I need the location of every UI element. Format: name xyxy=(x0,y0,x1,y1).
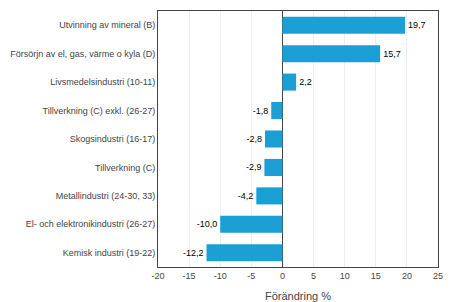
svg-text:-10: -10 xyxy=(214,271,227,281)
svg-text:-15: -15 xyxy=(183,271,196,281)
svg-text:-1,8: -1,8 xyxy=(253,106,269,116)
svg-text:2,2: 2,2 xyxy=(299,77,312,87)
svg-text:-4,2: -4,2 xyxy=(238,191,254,201)
svg-text:-10,0: -10,0 xyxy=(197,219,218,229)
svg-text:19,7: 19,7 xyxy=(408,20,426,30)
svg-text:Livsmedelsindustri (10-11): Livsmedelsindustri (10-11) xyxy=(50,77,155,87)
svg-text:Försörjn av el, gas, värme o k: Försörjn av el, gas, värme o kyla (D) xyxy=(10,49,155,59)
svg-text:-5: -5 xyxy=(247,271,255,281)
svg-text:Kemisk industri (19-22): Kemisk industri (19-22) xyxy=(63,248,156,258)
svg-text:Metallindustri (24-30, 33): Metallindustri (24-30, 33) xyxy=(56,191,156,201)
svg-text:Utvinning av mineral (B): Utvinning av mineral (B) xyxy=(59,20,155,30)
svg-text:25: 25 xyxy=(433,271,443,281)
svg-text:-12,2: -12,2 xyxy=(183,248,204,258)
svg-text:15,7: 15,7 xyxy=(383,49,401,59)
svg-text:20: 20 xyxy=(402,271,412,281)
svg-text:-2,9: -2,9 xyxy=(246,162,262,172)
svg-text:Tillverkning (C): Tillverkning (C) xyxy=(95,163,155,173)
svg-text:Skogsindustri (16-17): Skogsindustri (16-17) xyxy=(70,134,156,144)
svg-text:El- och elektronikindustri (26: El- och elektronikindustri (26-27) xyxy=(26,219,156,229)
svg-text:5: 5 xyxy=(311,271,316,281)
svg-text:15: 15 xyxy=(371,271,381,281)
svg-text:-20: -20 xyxy=(151,271,164,281)
svg-text:0: 0 xyxy=(280,271,285,281)
svg-text:10: 10 xyxy=(340,271,350,281)
svg-text:Tillverkning (C) exkl. (26-27): Tillverkning (C) exkl. (26-27) xyxy=(42,106,155,116)
svg-text:-2,8: -2,8 xyxy=(247,134,263,144)
svg-text:Förändring %: Förändring % xyxy=(265,290,331,302)
